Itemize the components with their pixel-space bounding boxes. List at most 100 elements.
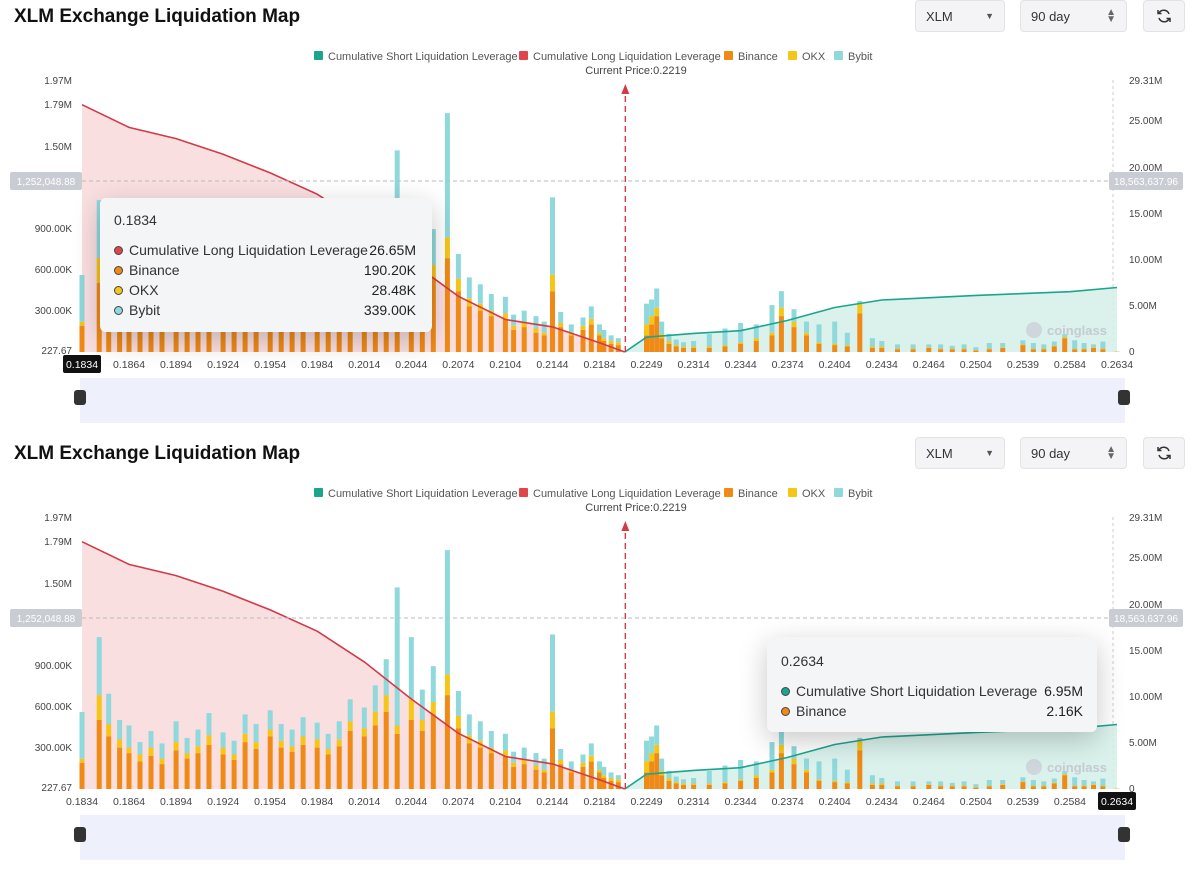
bar-okx [97, 695, 102, 720]
bar-okx [326, 749, 331, 755]
bar-okx [550, 275, 555, 292]
x-tick-label: 0.1864 [113, 359, 145, 371]
bar-okx [616, 342, 621, 345]
bar-bybit [589, 743, 594, 755]
x-tick-label: 0.2314 [678, 796, 710, 808]
y-right-tick-label: 20.00M [1129, 600, 1162, 611]
bar-bybit [467, 714, 472, 735]
bar-bybit [569, 761, 574, 769]
y-left-tick-label: 600.00K [35, 265, 73, 276]
bar-okx [770, 770, 775, 773]
tooltip-row-label: Cumulative Long Liquidation Leverage [129, 242, 368, 258]
coinglass-logo-icon [1026, 759, 1042, 775]
bar-bybit [243, 714, 248, 733]
bar-okx [522, 760, 527, 764]
bar-bybit [911, 344, 916, 348]
x-tick-label: 0.1864 [113, 796, 145, 808]
bar-bybit [738, 760, 743, 779]
y-right-tick-label: 29.31M [1129, 513, 1162, 524]
bar-bybit [962, 781, 967, 785]
bar-binance [832, 782, 837, 789]
x-tick-label: 0.2539 [1007, 796, 1039, 808]
bar-binance [1082, 349, 1087, 352]
legend-swatch [834, 51, 843, 60]
bar-binance [667, 344, 672, 352]
tooltip-row-label: Binance [796, 703, 847, 719]
bar-okx [674, 345, 679, 346]
bar-bybit [348, 699, 353, 721]
bar-binance [911, 786, 916, 789]
x-tick-label: 0.2044 [395, 359, 427, 371]
legend-label: Bybit [848, 488, 872, 500]
bar-binance [489, 316, 494, 352]
bar-binance [127, 753, 132, 789]
current-price-arrow [621, 521, 629, 531]
bar-binance [456, 291, 461, 352]
bar-binance [581, 330, 586, 352]
bar-bybit [681, 342, 686, 346]
bar-okx [1082, 349, 1087, 350]
x-tick-label: 0.1954 [254, 359, 286, 371]
tooltip-row-value: 339.00K [364, 302, 416, 318]
bar-binance [1091, 348, 1096, 352]
x-tick-label: 0.2404 [819, 359, 851, 371]
bar-bybit [644, 741, 649, 762]
bar-bybit [609, 772, 614, 778]
bar-okx [817, 342, 822, 343]
bar-binance [268, 737, 273, 790]
bar-okx [558, 323, 563, 327]
bar-binance [1082, 786, 1087, 789]
bar-okx [420, 720, 425, 731]
legend-swatch [314, 51, 323, 60]
x-tick-label: 0.2464 [913, 796, 945, 808]
bar-bybit [938, 781, 943, 785]
bar-binance [511, 767, 516, 789]
bar-okx [870, 784, 875, 785]
bar-binance [754, 778, 759, 789]
bar-binance [80, 763, 85, 789]
bar-okx [870, 347, 875, 348]
legend-swatch [788, 488, 797, 497]
bar-binance [950, 349, 955, 352]
x-tick-label: 0.2344 [725, 359, 757, 371]
bar-binance [522, 764, 527, 789]
bar-binance [845, 347, 850, 353]
bar-binance [649, 324, 654, 352]
bar-binance [926, 348, 931, 352]
bar-bybit [1072, 340, 1077, 348]
y-right-tick-label: 10.00M [1129, 255, 1162, 266]
bar-bybit [1031, 780, 1036, 786]
bar-binance [770, 772, 775, 789]
x-tick-label: 0.1834 [66, 796, 98, 808]
bar-bybit [1041, 344, 1046, 348]
bar-binance [420, 731, 425, 789]
bar-okx [279, 741, 284, 748]
bar-binance [895, 349, 900, 352]
bar-binance [362, 737, 367, 790]
x-tick-label: 0.2634 [1101, 796, 1133, 808]
x-tick-label: 0.1954 [254, 796, 286, 808]
bar-okx [817, 779, 822, 780]
bar-okx [589, 319, 594, 325]
bar-okx [895, 786, 900, 787]
bar-bybit [987, 343, 992, 349]
bar-okx [315, 739, 320, 747]
bar-binance [1100, 349, 1105, 352]
bar-bybit [895, 344, 900, 348]
dot-icon [114, 246, 123, 255]
bar-binance [707, 785, 712, 789]
current-price-arrow [621, 84, 629, 94]
bar-bybit [522, 311, 527, 323]
bar-bybit [445, 550, 450, 674]
bar-bybit [674, 777, 679, 783]
x-tick-label: 0.1984 [301, 796, 333, 808]
bar-okx [654, 308, 659, 316]
dot-icon [114, 306, 123, 315]
bar-binance [569, 335, 574, 352]
bar-bybit [138, 742, 143, 754]
range-slider-track [80, 378, 1125, 423]
y-right-tick-label: 29.31M [1129, 76, 1162, 87]
bar-binance [489, 753, 494, 789]
y-right-tick-label: 15.00M [1129, 646, 1162, 657]
x-tick-label: 0.2504 [960, 796, 992, 808]
